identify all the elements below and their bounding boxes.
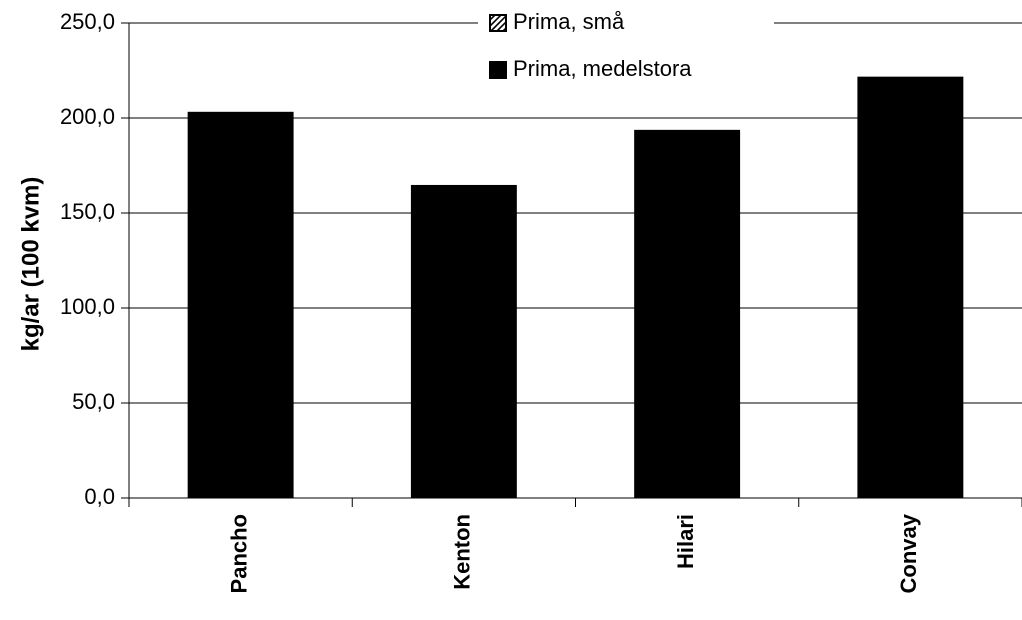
x-category-label: Kenton: [450, 514, 475, 590]
y-tick-label: 0,0: [84, 484, 115, 509]
x-category-label: Pancho: [226, 514, 251, 593]
y-tick-label: 250,0: [60, 9, 115, 34]
bar-convay: [857, 76, 964, 499]
legend-background: [478, 4, 774, 88]
legend-swatch: [489, 61, 507, 79]
bar-kenton: [410, 184, 517, 499]
legend-label: Prima, små: [513, 9, 625, 34]
bar-hilari: [634, 129, 741, 499]
bar-pancho: [187, 111, 294, 499]
y-tick-labels: 0,0 50,0 100,0 150,0 200,0 250,0: [60, 9, 115, 509]
x-category-label: Convay: [896, 513, 921, 593]
legend-items: Prima, små Prima, medelstora: [489, 9, 692, 81]
y-tick-label: 100,0: [60, 294, 115, 319]
y-tick-label: 150,0: [60, 199, 115, 224]
y-axis-title: kg/ar (100 kvm): [17, 177, 44, 352]
y-tick-label: 200,0: [60, 104, 115, 129]
x-category-label: Hilari: [673, 514, 698, 569]
x-category-labels: Pancho Kenton Hilari Convay: [226, 513, 921, 593]
legend: Prima, små Prima, medelstora: [478, 4, 774, 88]
axes: [121, 22, 1022, 507]
y-tick-label: 50,0: [72, 389, 115, 414]
bars: [187, 76, 964, 499]
legend-label: Prima, medelstora: [513, 56, 692, 81]
legend-swatch: [489, 14, 507, 32]
